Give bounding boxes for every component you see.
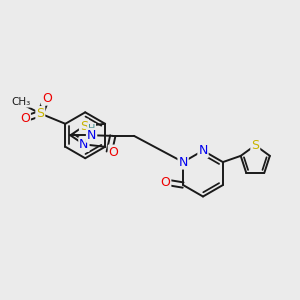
Text: N: N — [198, 144, 208, 157]
Text: H: H — [88, 124, 95, 134]
Text: S: S — [251, 139, 259, 152]
Text: N: N — [79, 138, 88, 151]
Text: S: S — [80, 120, 88, 133]
Text: O: O — [20, 112, 30, 125]
Text: O: O — [160, 176, 170, 189]
Text: CH₃: CH₃ — [12, 97, 31, 107]
Text: N: N — [87, 129, 96, 142]
Text: O: O — [42, 92, 52, 105]
Text: O: O — [109, 146, 118, 159]
Text: N: N — [178, 156, 188, 169]
Text: S: S — [36, 107, 44, 120]
